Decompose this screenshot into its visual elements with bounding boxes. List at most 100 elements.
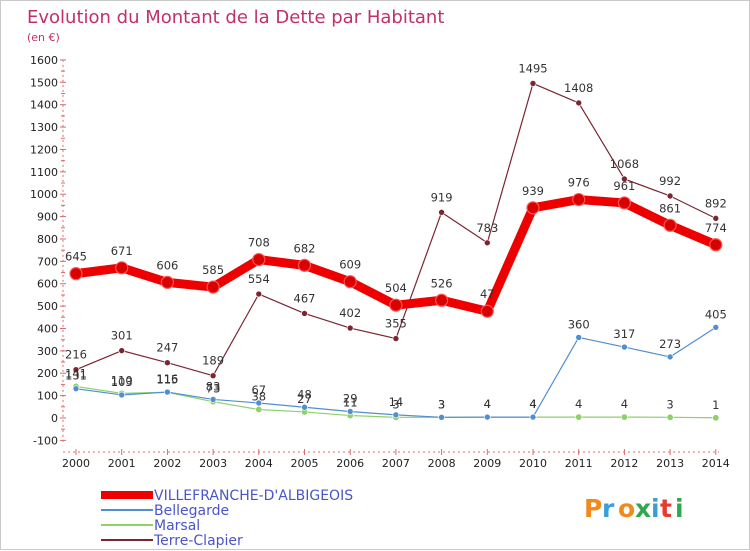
y-tick-label: 100 xyxy=(37,390,58,403)
y-tick-label: 1400 xyxy=(30,99,58,112)
y-tick-label: 1000 xyxy=(30,188,58,201)
data-point xyxy=(72,385,80,392)
data-label: 3 xyxy=(438,397,445,411)
y-tick-label: 1500 xyxy=(30,76,58,89)
x-tick-label: 2009 xyxy=(473,457,501,470)
data-label: 1 xyxy=(712,398,719,412)
data-label: 48 xyxy=(297,387,312,401)
data-point xyxy=(209,372,217,380)
data-point xyxy=(392,335,400,342)
y-tick-label: 0 xyxy=(51,412,58,425)
data-label: 861 xyxy=(659,201,681,215)
data-point xyxy=(575,334,583,341)
data-labels: 141 110 115 73 38 27 11 3 3 4 4 4 4 3 1 131 103 116 83 67 48… xyxy=(65,61,727,411)
data-point xyxy=(575,99,583,107)
legend-label: Terre-Clapier xyxy=(153,533,243,549)
data-label: 4 xyxy=(529,397,536,411)
x-tick-label: 2013 xyxy=(656,457,684,470)
data-point xyxy=(438,209,445,216)
data-label: 783 xyxy=(476,221,498,235)
data-label: 115 xyxy=(156,372,178,386)
data-label: 29 xyxy=(343,392,358,406)
x-tick-label: 2005 xyxy=(291,457,319,470)
data-label: 1408 xyxy=(564,81,593,95)
data-point xyxy=(483,413,491,421)
data-label: 4 xyxy=(575,397,582,411)
data-label: 247 xyxy=(156,341,178,355)
data-point xyxy=(621,343,628,351)
data-point xyxy=(438,414,445,421)
data-label: 110 xyxy=(111,373,133,387)
legend-label: Marsal xyxy=(154,518,200,534)
x-tick-label: 2010 xyxy=(519,457,547,470)
data-point xyxy=(255,290,263,298)
data-point xyxy=(389,298,403,312)
data-label: 301 xyxy=(111,329,133,343)
data-label: 47 xyxy=(480,287,495,301)
data-label: 103 xyxy=(111,375,133,389)
logo-letter: i xyxy=(651,494,660,523)
data-point xyxy=(392,411,400,419)
data-label: 4 xyxy=(529,397,536,411)
data-label: 645 xyxy=(65,250,87,264)
data-point xyxy=(209,396,217,403)
x-tick-label: 2014 xyxy=(702,457,730,470)
data-label: 405 xyxy=(705,307,727,321)
legend: VILLEFRANCHE-D'ALBIGEOISBellegardeMarsal… xyxy=(101,488,353,549)
data-label: 526 xyxy=(431,276,453,290)
data-point xyxy=(617,196,632,210)
x-tick-label: 2002 xyxy=(153,457,181,470)
data-point xyxy=(72,366,80,373)
data-label: 4 xyxy=(621,397,628,411)
data-point xyxy=(115,261,129,275)
data-label: 682 xyxy=(294,241,316,255)
logo-letter: r xyxy=(602,494,615,523)
x-tick-label: 2006 xyxy=(336,457,364,470)
data-point xyxy=(252,252,266,267)
data-point xyxy=(712,324,720,331)
y-tick-label: 1600 xyxy=(30,54,58,67)
x-tick-label: 2000 xyxy=(62,457,90,470)
data-label: 3 xyxy=(392,397,399,411)
y-tick-label: 900 xyxy=(37,211,58,224)
x-tick-label: 2007 xyxy=(382,457,410,470)
data-label: 961 xyxy=(613,179,635,193)
logo-letter: P xyxy=(584,494,602,523)
data-label: 141 xyxy=(65,366,87,380)
data-point xyxy=(620,413,628,421)
data-point xyxy=(118,391,125,399)
data-point xyxy=(255,399,263,407)
data-point xyxy=(255,405,263,413)
legend-label: Bellegarde xyxy=(154,503,229,519)
x-tick-label: 2008 xyxy=(428,457,456,470)
data-label: 4 xyxy=(484,397,491,411)
y-tick-label: 400 xyxy=(37,322,58,335)
data-point xyxy=(435,293,449,307)
y-tick-label: 1200 xyxy=(30,143,58,156)
data-point xyxy=(666,192,674,200)
y-tick-label: 1100 xyxy=(30,166,58,179)
data-point xyxy=(529,413,537,421)
data-point xyxy=(666,353,674,361)
logo-letter: o xyxy=(618,494,635,523)
data-point xyxy=(346,408,354,415)
chart-title: Evolution du Montant de la Dette par Hab… xyxy=(27,7,444,28)
data-label: 27 xyxy=(297,392,312,406)
data-label: 3 xyxy=(438,397,445,411)
data-point xyxy=(483,239,491,247)
data-point xyxy=(164,388,171,396)
data-point xyxy=(572,192,586,207)
logo-letter: i xyxy=(675,494,684,523)
logo-letter: t xyxy=(660,494,672,523)
data-label: 14 xyxy=(389,395,404,409)
data-label: 554 xyxy=(248,272,270,286)
y-tick-label: 1300 xyxy=(30,121,58,134)
x-tick-label: 2001 xyxy=(108,457,136,470)
chart-subtitle: (en €) xyxy=(27,31,60,44)
y-tick-label: 800 xyxy=(37,233,58,246)
data-point xyxy=(663,218,677,232)
y-tick-label: 700 xyxy=(37,255,58,268)
data-point xyxy=(666,413,674,421)
